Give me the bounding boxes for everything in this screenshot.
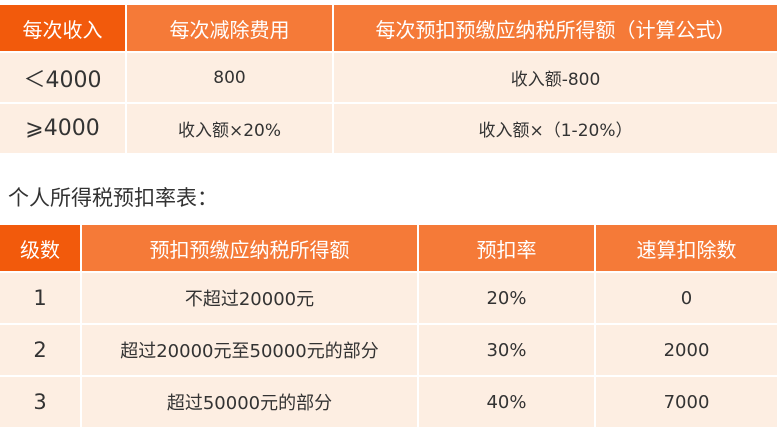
header-income: 每次收入 <box>0 5 125 51</box>
header-formula: 每次预扣预缴应纳税所得额（计算公式） <box>334 5 777 51</box>
cell: 7000 <box>596 377 777 427</box>
deduction-table: 每次收入 每次减除费用 每次预扣预缴应纳税所得额（计算公式） ＜4000 800… <box>0 3 777 155</box>
header-level: 级数 <box>0 225 80 271</box>
header-quick-deduction: 速算扣除数 <box>596 225 777 271</box>
cell: 2000 <box>596 325 777 375</box>
cell: 收入额-800 <box>334 53 777 102</box>
table-row: 1 不超过20000元 20% 0 <box>0 273 777 323</box>
cell: 不超过20000元 <box>82 273 417 323</box>
rate-table: 级数 预扣预缴应纳税所得额 预扣率 速算扣除数 1 不超过20000元 20% … <box>0 223 777 429</box>
cell: 超过50000元的部分 <box>82 377 417 427</box>
rate-table-caption: 个人所得税预扣率表： <box>8 186 218 210</box>
header-taxable-income: 预扣预缴应纳税所得额 <box>82 225 417 271</box>
cell: ＜4000 <box>0 53 125 102</box>
cell: 3 <box>0 377 80 427</box>
table-row: 2 超过20000元至50000元的部分 30% 2000 <box>0 325 777 375</box>
cell: 1 <box>0 273 80 323</box>
cell: 收入额×（1-20%） <box>334 104 777 153</box>
cell: 40% <box>419 377 594 427</box>
header-rate: 预扣率 <box>419 225 594 271</box>
cell: 20% <box>419 273 594 323</box>
cell: 收入额×20% <box>127 104 332 153</box>
table-row: ⩾4000 收入额×20% 收入额×（1-20%） <box>0 104 777 153</box>
cell: 超过20000元至50000元的部分 <box>82 325 417 375</box>
cell: 800 <box>127 53 332 102</box>
cell: 30% <box>419 325 594 375</box>
table-row: 3 超过50000元的部分 40% 7000 <box>0 377 777 427</box>
header-deduction: 每次减除费用 <box>127 5 332 51</box>
cell: 2 <box>0 325 80 375</box>
cell: 0 <box>596 273 777 323</box>
table-header-row: 级数 预扣预缴应纳税所得额 预扣率 速算扣除数 <box>0 225 777 271</box>
table-header-row: 每次收入 每次减除费用 每次预扣预缴应纳税所得额（计算公式） <box>0 5 777 51</box>
table-row: ＜4000 800 收入额-800 <box>0 53 777 102</box>
cell: ⩾4000 <box>0 104 125 153</box>
